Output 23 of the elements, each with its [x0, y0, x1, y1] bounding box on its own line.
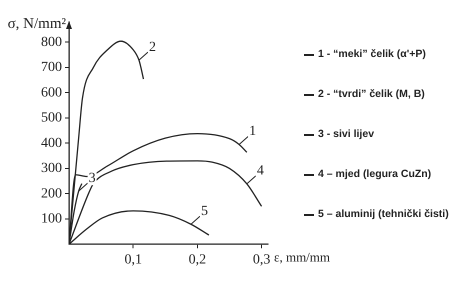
x-tick-label: 0,1: [124, 252, 142, 268]
legend-label: 3 - sivi lijev: [318, 128, 374, 140]
legend-label: 4 – mjed (legura CuZn): [318, 168, 432, 180]
y-tick-label: 400: [41, 136, 62, 151]
x-axis-title: ε, mm/mm: [274, 250, 330, 265]
legend-label: 5 – aluminij (tehnički čisti): [318, 208, 449, 220]
annotation: 4: [256, 164, 264, 179]
legend-label: 2 - “tvrdi” čelik (M, B): [318, 88, 425, 100]
x-tick-label: 0,2: [188, 252, 206, 268]
legend-label: 1 - “meki” čelik (α'+P): [318, 48, 426, 60]
y-tick-label: 300: [41, 161, 62, 176]
y-axis-title: σ, N/mm²: [8, 16, 66, 32]
annotation: 2: [148, 40, 156, 55]
x-tick-label: 0,3: [252, 252, 270, 268]
y-tick-label: 600: [41, 85, 62, 100]
annotation: 3: [88, 170, 96, 186]
y-tick-label: 100: [41, 212, 62, 227]
y-tick-label: 200: [41, 186, 62, 202]
y-tick-label: 800: [41, 34, 62, 50]
annotation: 5: [200, 204, 208, 219]
y-tick-label: 700: [41, 60, 62, 76]
annotation: 1: [249, 124, 256, 140]
y-tick-label: 500: [41, 110, 62, 126]
